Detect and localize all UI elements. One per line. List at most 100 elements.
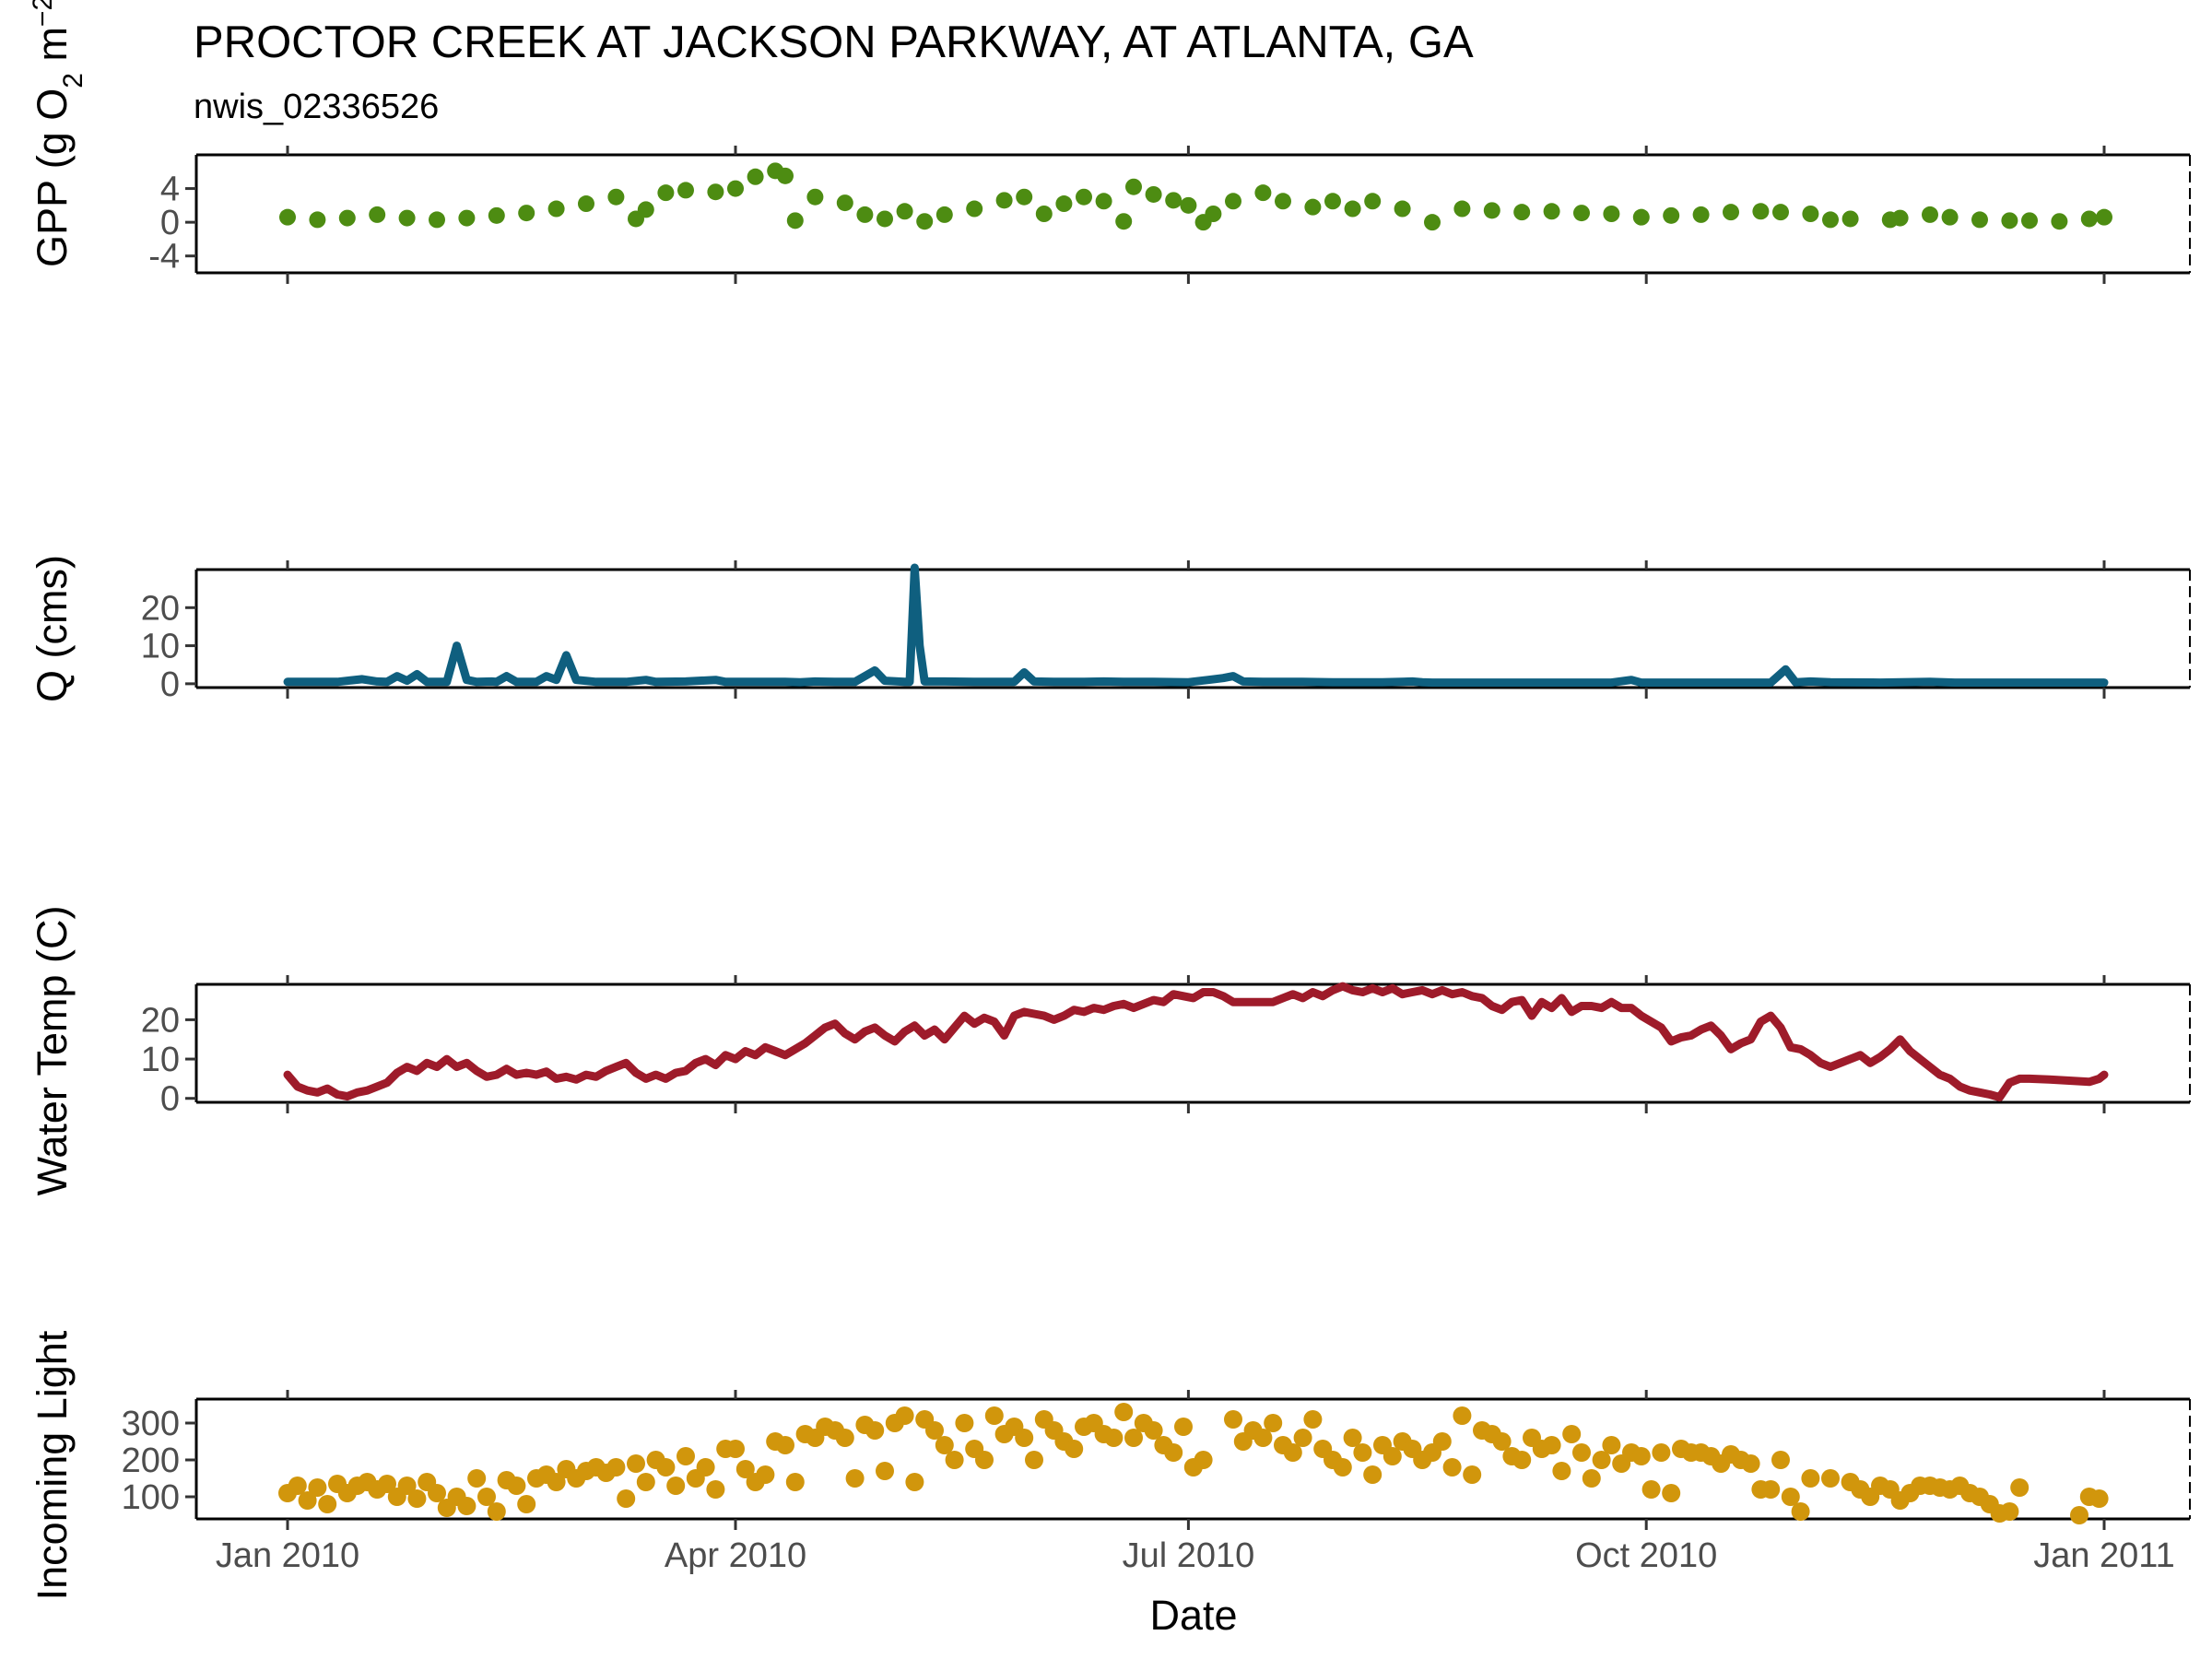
- data-point: [507, 1477, 526, 1495]
- data-point: [1483, 202, 1500, 219]
- data-point: [487, 1502, 506, 1521]
- data-point: [1343, 1429, 1362, 1447]
- y-tick-label: 4: [160, 171, 180, 209]
- data-point: [2096, 208, 2112, 226]
- data-point: [865, 1421, 885, 1440]
- data-point: [1543, 203, 1560, 220]
- data-point: [1144, 1421, 1163, 1440]
- data-point: [1801, 1469, 1820, 1488]
- y-tick-label: 20: [141, 1001, 180, 1040]
- data-point: [1164, 1443, 1183, 1462]
- data-point: [876, 1462, 894, 1480]
- data-point: [2001, 212, 2018, 229]
- y-tick-label: 0: [160, 204, 180, 242]
- data-point: [707, 183, 724, 201]
- data-point: [1015, 1429, 1034, 1447]
- data-point: [806, 188, 824, 206]
- y-axis-title-mid: m: [29, 27, 76, 73]
- data-point: [607, 188, 625, 206]
- data-point: [1363, 1465, 1382, 1484]
- data-point: [1941, 208, 1959, 226]
- data-point: [1125, 178, 1142, 195]
- data-point: [1821, 1469, 1840, 1488]
- data-point: [727, 180, 744, 197]
- x-tick-label: Jan 2011: [2033, 1536, 2175, 1575]
- data-point: [429, 211, 445, 229]
- data-point: [308, 1478, 327, 1497]
- y-tick-label: 20: [141, 589, 180, 628]
- data-point: [547, 200, 565, 218]
- data-point: [428, 1484, 446, 1502]
- data-point: [2051, 213, 2068, 230]
- data-point: [288, 1477, 307, 1495]
- data-point: [1573, 205, 1590, 222]
- data-point: [836, 194, 853, 212]
- data-point: [378, 1475, 396, 1493]
- y-axis-title: Incoming Light: [29, 1330, 76, 1600]
- data-point: [1562, 1425, 1582, 1443]
- data-point: [518, 205, 535, 222]
- x-tick-label: Apr 2010: [665, 1536, 806, 1575]
- data-point: [477, 1488, 496, 1506]
- data-point: [925, 1421, 944, 1440]
- data-point: [1180, 196, 1197, 214]
- data-point: [1224, 1410, 1242, 1429]
- data-point: [984, 1406, 1004, 1425]
- data-point: [1512, 1451, 1532, 1469]
- data-point: [1822, 211, 1839, 229]
- data-point: [2080, 210, 2098, 228]
- data-point: [1802, 206, 1819, 222]
- data-point: [1104, 1429, 1124, 1447]
- data-point: [1333, 1458, 1352, 1477]
- data-point: [776, 1436, 794, 1454]
- data-point: [1971, 211, 1988, 229]
- y-axis-title-subscript: 2: [58, 73, 88, 88]
- data-point: [627, 1454, 645, 1473]
- data-point: [666, 1477, 686, 1495]
- data-point: [1432, 1432, 1452, 1451]
- x-tick-label: Jan 2010: [216, 1536, 359, 1575]
- data-point: [1293, 1429, 1312, 1447]
- y-tick-label: 10: [141, 628, 180, 666]
- y-axis-title: Q (cms): [29, 555, 76, 702]
- y-axis-title-superscript: −2: [28, 0, 58, 27]
- data-point: [309, 211, 326, 229]
- data-point: [995, 192, 1013, 209]
- data-point: [1382, 1447, 1402, 1465]
- y-axis-title: Water Temp (C): [29, 905, 76, 1195]
- data-point: [617, 1489, 636, 1508]
- data-point: [896, 203, 913, 220]
- data-point: [1771, 1451, 1790, 1469]
- data-point: [1205, 206, 1222, 222]
- data-point: [1632, 208, 1650, 226]
- data-point: [1602, 1436, 1621, 1454]
- data-point: [1631, 1447, 1651, 1465]
- data-point: [398, 209, 416, 227]
- data-point: [966, 200, 983, 218]
- series-line: [283, 563, 2109, 688]
- data-point: [1572, 1443, 1591, 1462]
- data-point: [397, 1477, 417, 1495]
- data-point: [279, 208, 296, 226]
- data-point: [845, 1469, 865, 1488]
- data-point: [786, 212, 804, 229]
- data-point: [1442, 1458, 1462, 1477]
- data-point: [1453, 200, 1471, 218]
- data-point: [298, 1491, 317, 1510]
- data-point: [1741, 1454, 1760, 1473]
- data-point: [935, 1436, 954, 1454]
- data-point: [1165, 192, 1182, 209]
- y-tick-label: 0: [160, 1080, 180, 1119]
- y-tick-label: 100: [122, 1478, 180, 1517]
- data-point: [1723, 204, 1739, 221]
- y-tick-label: 200: [122, 1441, 180, 1480]
- data-point: [1095, 193, 1112, 210]
- data-point: [1752, 203, 1770, 220]
- data-point: [457, 1497, 477, 1515]
- data-point: [338, 209, 356, 227]
- data-point: [1463, 1465, 1482, 1484]
- data-point: [2089, 1489, 2109, 1508]
